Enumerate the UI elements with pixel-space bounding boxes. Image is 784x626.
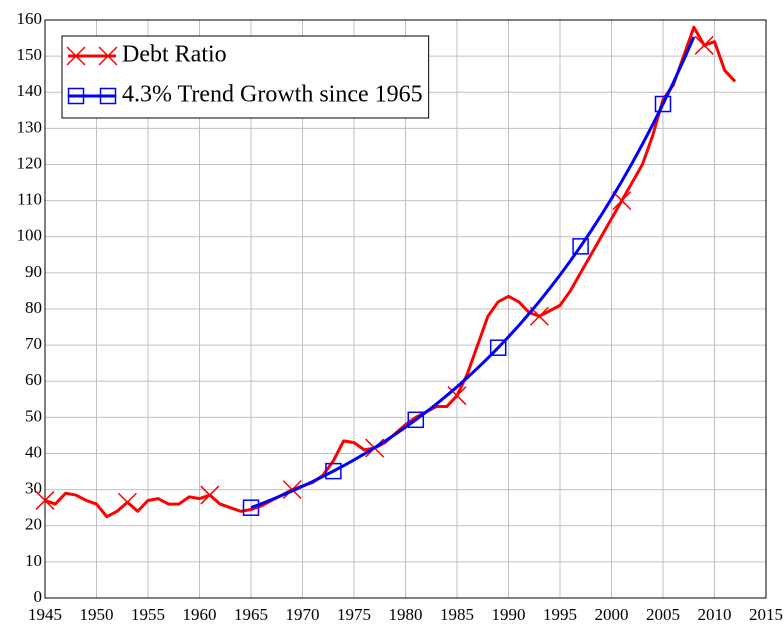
marker — [612, 191, 632, 211]
x-tick-label: 2015 — [749, 605, 783, 624]
marker-x — [35, 490, 55, 510]
marker-square — [242, 499, 260, 516]
line-series — [250, 36, 696, 510]
x-tick-label: 1980 — [389, 605, 423, 624]
y-tick-label: 80 — [25, 298, 42, 317]
marker — [98, 46, 118, 66]
marker-x — [694, 35, 714, 55]
plot-frame — [44, 19, 767, 599]
x-tick-label: 1955 — [131, 605, 165, 624]
y-tick-label: 10 — [25, 551, 42, 570]
marker — [242, 499, 260, 516]
marker — [447, 386, 467, 406]
marker — [67, 87, 85, 105]
marker — [200, 485, 220, 505]
marker-square — [99, 87, 117, 105]
x-tick-label: 2010 — [698, 605, 732, 624]
marker-x — [66, 46, 86, 66]
marker — [35, 490, 55, 510]
marker — [572, 238, 589, 255]
x-tick-label: 2000 — [595, 605, 629, 624]
marker-x — [612, 191, 632, 211]
y-tick-label: 70 — [25, 334, 42, 353]
marker-square — [572, 238, 589, 255]
x-tick-label: 1945 — [28, 605, 62, 624]
marker — [489, 339, 507, 356]
y-tick-label: 160 — [17, 9, 43, 28]
y-tick-label: 0 — [34, 587, 43, 606]
marker-x — [98, 46, 118, 66]
legend-label: Debt Ratio — [122, 42, 227, 68]
x-tick-label: 2005 — [646, 605, 680, 624]
x-tick-label: 1985 — [440, 605, 474, 624]
x-tick-label: 1950 — [80, 605, 114, 624]
y-tick-label: 140 — [17, 81, 43, 100]
marker-square — [489, 339, 507, 356]
legend: Debt Ratio 4.3% Trend Growth since 1965 — [61, 35, 430, 119]
y-tick-label: 120 — [17, 153, 43, 172]
marker — [694, 35, 714, 55]
x-tick-label: 1960 — [183, 605, 217, 624]
marker — [99, 87, 117, 105]
y-tick-label: 110 — [17, 190, 42, 209]
x-tick-label: 1995 — [543, 605, 577, 624]
y-tick-label: 100 — [17, 226, 43, 245]
marker-square — [654, 95, 672, 113]
marker — [325, 462, 342, 480]
x-tick-label: 1990 — [492, 605, 526, 624]
y-tick-label: 50 — [25, 406, 42, 425]
marker-x — [447, 386, 467, 406]
marker-x — [117, 492, 137, 512]
marker — [117, 492, 137, 512]
marker-square — [67, 87, 85, 105]
x-tick-label: 1965 — [234, 605, 268, 624]
legend-box — [61, 35, 430, 119]
y-tick-label: 90 — [25, 262, 42, 281]
y-tick-label: 20 — [25, 515, 42, 534]
marker-square — [325, 462, 342, 480]
marker — [407, 411, 425, 429]
legend-label: 4.3% Trend Growth since 1965 — [122, 82, 423, 108]
marker — [66, 46, 86, 66]
y-tick-label: 130 — [17, 117, 43, 136]
x-tick-label: 1970 — [286, 605, 320, 624]
y-tick-label: 60 — [25, 370, 42, 389]
marker-x — [200, 485, 220, 505]
y-tick-label: 150 — [17, 45, 43, 64]
marker-square — [407, 411, 425, 429]
x-tick-label: 1975 — [337, 605, 371, 624]
marker — [654, 95, 672, 113]
y-tick-label: 40 — [25, 442, 42, 461]
